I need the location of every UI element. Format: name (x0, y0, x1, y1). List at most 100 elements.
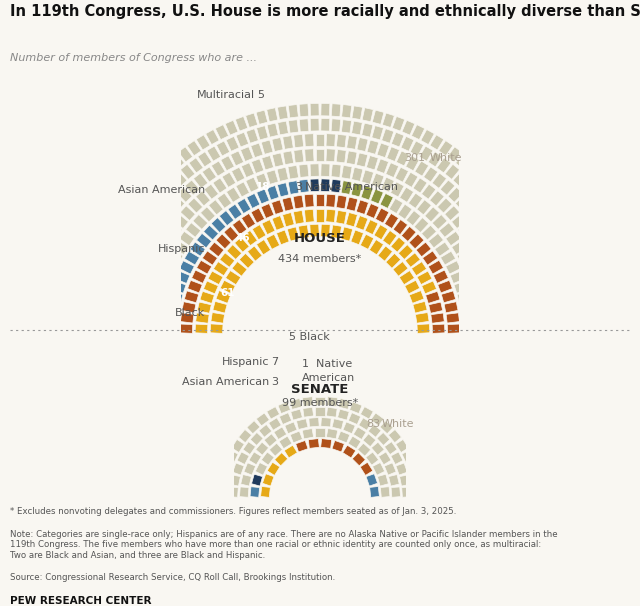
Bar (218, 193, 232, 208)
Bar (293, 195, 304, 209)
Bar (272, 216, 285, 230)
Bar (204, 225, 218, 240)
Bar (299, 164, 309, 178)
Text: 5: 5 (257, 90, 264, 101)
Bar (144, 230, 159, 244)
Bar (363, 434, 376, 447)
Bar (250, 487, 260, 498)
Bar (431, 313, 444, 323)
Bar (90, 302, 104, 313)
Bar (392, 116, 404, 131)
Bar (291, 409, 303, 420)
Bar (239, 487, 249, 498)
Bar (204, 184, 218, 199)
Bar (452, 241, 467, 255)
Bar (428, 260, 444, 274)
Bar (256, 110, 268, 124)
Bar (150, 195, 165, 209)
Bar (262, 219, 275, 235)
Bar (290, 399, 301, 409)
Bar (180, 324, 193, 333)
Bar (407, 462, 418, 474)
Bar (422, 251, 438, 265)
Bar (481, 230, 496, 244)
Bar (163, 203, 178, 218)
Bar (271, 200, 284, 215)
Bar (127, 270, 142, 282)
Bar (300, 104, 308, 117)
Bar (232, 219, 247, 235)
Bar (150, 221, 165, 235)
Bar (252, 225, 266, 240)
Bar (504, 210, 519, 224)
Bar (180, 313, 194, 323)
Bar (213, 262, 228, 276)
Bar (507, 250, 522, 263)
Bar (415, 313, 429, 323)
Bar (305, 134, 314, 147)
Bar (391, 132, 404, 147)
Bar (168, 250, 183, 264)
Bar (315, 396, 325, 405)
Bar (332, 441, 344, 452)
Bar (93, 281, 108, 292)
Bar (165, 313, 179, 323)
Bar (395, 167, 408, 182)
Bar (241, 147, 253, 161)
Bar (498, 230, 513, 244)
Bar (458, 222, 473, 237)
Bar (237, 199, 251, 213)
Bar (264, 434, 277, 447)
Bar (444, 302, 458, 313)
Bar (381, 177, 394, 192)
Bar (173, 214, 188, 228)
Bar (336, 210, 347, 224)
Bar (346, 213, 357, 227)
Bar (109, 281, 123, 292)
Bar (498, 270, 513, 282)
Text: White: White (429, 153, 462, 163)
Bar (225, 271, 241, 285)
Bar (353, 427, 366, 439)
Bar (232, 167, 245, 182)
Bar (446, 313, 460, 323)
Bar (391, 237, 405, 252)
Bar (209, 200, 223, 215)
Bar (215, 125, 228, 139)
Bar (326, 194, 335, 207)
Bar (378, 246, 392, 261)
Bar (237, 452, 249, 464)
Bar (163, 260, 178, 273)
Bar (140, 240, 154, 253)
Bar (316, 209, 324, 222)
Bar (226, 136, 239, 152)
Bar (272, 138, 283, 152)
Bar (523, 324, 536, 333)
Bar (369, 239, 383, 255)
Bar (468, 187, 483, 201)
Bar (445, 206, 460, 221)
Bar (233, 463, 244, 475)
Bar (262, 474, 274, 486)
Bar (191, 270, 207, 284)
Bar (440, 180, 455, 195)
Bar (514, 271, 529, 282)
Bar (433, 270, 449, 284)
Bar (401, 136, 414, 152)
Bar (179, 147, 193, 162)
Bar (417, 200, 431, 215)
Bar (358, 418, 371, 430)
Bar (404, 172, 418, 187)
Bar (282, 197, 294, 211)
Bar (461, 179, 476, 193)
Bar (256, 413, 269, 426)
Bar (398, 245, 413, 259)
Bar (447, 147, 461, 162)
Bar (357, 138, 368, 152)
Bar (414, 218, 429, 233)
Bar (532, 281, 547, 292)
Bar (326, 407, 337, 417)
Bar (224, 227, 239, 241)
Text: 434 members*: 434 members* (278, 255, 362, 264)
Bar (289, 120, 299, 133)
